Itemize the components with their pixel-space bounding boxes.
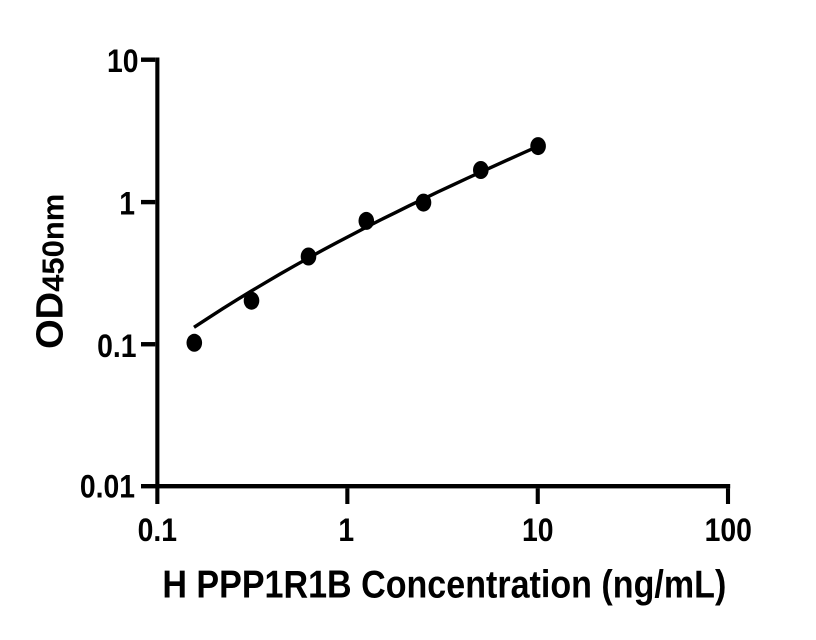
svg-text:0.1: 0.1 <box>138 512 177 548</box>
svg-text:0.1: 0.1 <box>97 328 136 364</box>
svg-text:0.01: 0.01 <box>80 469 135 505</box>
svg-text:10: 10 <box>522 512 554 548</box>
svg-text:1: 1 <box>338 512 354 548</box>
svg-text:H PPP1R1B Concentration (ng/mL: H PPP1R1B Concentration (ng/mL) <box>162 562 726 605</box>
svg-text:OD450nm: OD450nm <box>30 194 72 349</box>
svg-text:100: 100 <box>705 512 752 548</box>
svg-text:1: 1 <box>119 186 135 222</box>
svg-text:10: 10 <box>107 43 139 79</box>
